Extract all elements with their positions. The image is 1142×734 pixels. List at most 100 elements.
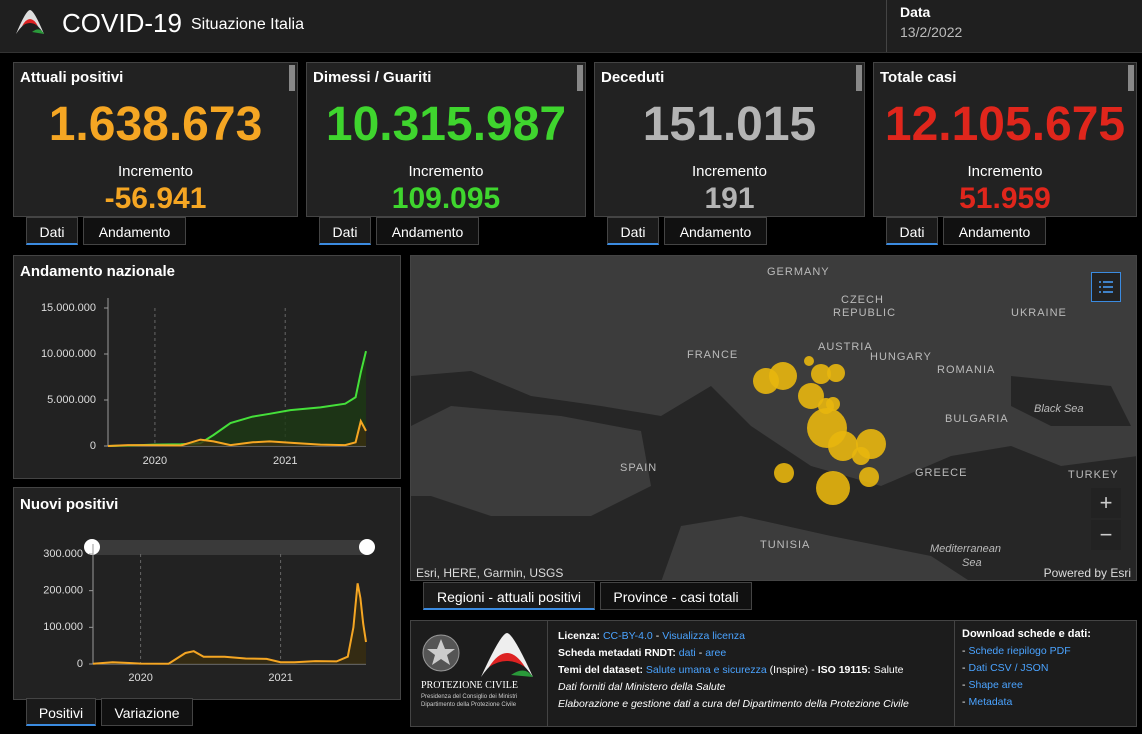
tab[interactable]: Province - casi totali (600, 582, 752, 610)
kpi-title: Totale casi (880, 69, 957, 86)
link[interactable]: aree (705, 647, 727, 659)
map-label: TURKEY (1068, 469, 1119, 481)
info-line: Licenza: CC-BY-4.0- Visualizza licenza (558, 630, 745, 642)
logo-line: Presidenza del Consiglio dei Ministri (421, 694, 518, 700)
map[interactable]: GERMANY CZECH REPUBLIC UKRAINE FRANCE AU… (410, 255, 1137, 581)
download-item: - Schede riepilogo PDF (962, 645, 1071, 662)
x-tick-label: 2020 (143, 455, 167, 467)
y-tick-label: 5.000.000 (47, 394, 96, 406)
link[interactable]: CC-BY-4.0 (602, 630, 653, 642)
map-tabs: Regioni - attuali positivi Province - ca… (423, 582, 763, 611)
link[interactable]: Dati CSV / JSON (968, 662, 1049, 674)
link[interactable]: dati (678, 647, 696, 659)
slider-handle[interactable] (359, 539, 375, 555)
date-label: Data (900, 4, 931, 20)
map-label: GERMANY (767, 266, 830, 278)
x-tick-label: 2021 (268, 672, 292, 684)
powered-by[interactable]: Powered by Esri (1043, 566, 1131, 580)
tab[interactable]: Variazione (101, 698, 193, 726)
download-item: - Dati CSV / JSON (962, 662, 1071, 679)
card-tabs: Dati Andamento (26, 217, 196, 247)
kpi-title: Deceduti (601, 69, 665, 86)
bullet: - (962, 662, 966, 674)
map-label: Mediterranean (930, 543, 1001, 555)
scrollbar (856, 65, 862, 91)
kpi-card: Dimessi / Guariti 10.315.987 Incremento 109… (306, 62, 586, 217)
scrollbar (1128, 65, 1134, 91)
tab[interactable]: Andamento (943, 217, 1046, 245)
chart-tabs: Positivi Variazione (26, 698, 196, 727)
tab[interactable]: Dati (607, 217, 659, 245)
map-label: HUNGARY (870, 351, 932, 363)
logo-line: Dipartimento della Protezione Civile (421, 702, 517, 708)
separator: - (698, 647, 703, 659)
bullet: - (962, 679, 966, 691)
y-tick-label: 200.000 (43, 585, 83, 597)
scrollbar (289, 65, 295, 91)
link[interactable]: Salute umana e sicurezza (645, 664, 767, 676)
bubbles (753, 356, 886, 505)
kpi-increment-label: Incremento (117, 163, 194, 180)
note: (Inspire) (769, 664, 809, 676)
map-label: Black Sea (1034, 403, 1084, 415)
kpi-title: Attuali positivi (20, 69, 124, 86)
legend-button[interactable] (1091, 272, 1121, 302)
separator: - (811, 664, 815, 676)
slider-handle[interactable] (84, 539, 100, 555)
tab[interactable]: Regioni - attuali positivi (423, 582, 595, 610)
chart: 0 5.000.000 10.000.000 15.000.000 2020 2021 (41, 298, 367, 467)
range-slider[interactable] (93, 540, 367, 555)
app-subtitle: Situazione Italia (191, 16, 304, 33)
info-line: Temi del dataset: Salute umana e sicurez… (558, 664, 904, 676)
zoom-out[interactable]: − (1091, 520, 1121, 550)
map-label: Sea (962, 557, 982, 569)
divider (886, 0, 887, 52)
x-tick-label: 2021 (273, 455, 297, 467)
area (108, 351, 366, 446)
link[interactable]: Schede riepilogo PDF (968, 645, 1071, 657)
tab[interactable]: Dati (886, 217, 938, 245)
tab[interactable]: Andamento (83, 217, 186, 245)
label: ISO 19115: (817, 664, 871, 676)
kpi-card: Deceduti 151.015 Incremento 191 (594, 62, 865, 217)
download-item: - Metadata (962, 696, 1071, 713)
header: COVID-19 Situazione Italia Data 13/2/202… (0, 0, 1142, 53)
bullet: - (962, 645, 966, 657)
tab[interactable]: Dati (26, 217, 78, 245)
tab[interactable]: Dati (319, 217, 371, 245)
x-tick-label: 2020 (128, 672, 152, 684)
scrollbar (577, 65, 583, 91)
line (92, 583, 367, 665)
link[interactable]: Visualizza licenza (662, 630, 745, 642)
card-tabs: Dati Andamento (319, 217, 489, 247)
card-tabs: Dati Andamento (886, 217, 1056, 247)
logo-name: PROTEZIONE CIVILE (421, 680, 518, 691)
y-tick-label: 300.000 (43, 548, 83, 560)
info-line: Dati forniti dal Ministero della Salute (558, 681, 726, 693)
link[interactable]: Shape aree (968, 679, 1023, 691)
kpi-increment: 109.095 (391, 182, 501, 215)
tab[interactable]: Andamento (376, 217, 479, 245)
map-base (411, 256, 1136, 580)
map-label: SPAIN (620, 462, 658, 474)
map-label: BULGARIA (945, 413, 1009, 425)
map-label: REPUBLIC (833, 307, 897, 319)
map-label: FRANCE (687, 349, 739, 361)
link[interactable]: Metadata (968, 696, 1013, 708)
label: Licenza: (558, 630, 601, 642)
info-line: Scheda metadati RNDT: dati - aree (558, 647, 726, 659)
footer: PROTEZIONE CIVILE Presidenza del Consigl… (410, 620, 1137, 727)
tab[interactable]: Andamento (664, 217, 767, 245)
info-line: Elaborazione e gestione dati a cura del … (558, 698, 909, 710)
map-label: UKRAINE (1011, 307, 1067, 319)
bullet: - (962, 696, 966, 708)
kpi-card: Attuali positivi 1.638.673 Incremento -56.9… (13, 62, 298, 217)
value: Salute (873, 664, 904, 676)
zoom-in[interactable]: + (1091, 488, 1121, 518)
y-tick-label: 0 (90, 440, 96, 452)
date: 13/2/2022 (900, 24, 963, 40)
download-item: - Shape aree (962, 679, 1071, 696)
attribution: Esri, HERE, Garmin, USGS (416, 566, 564, 580)
tab[interactable]: Positivi (26, 698, 96, 726)
